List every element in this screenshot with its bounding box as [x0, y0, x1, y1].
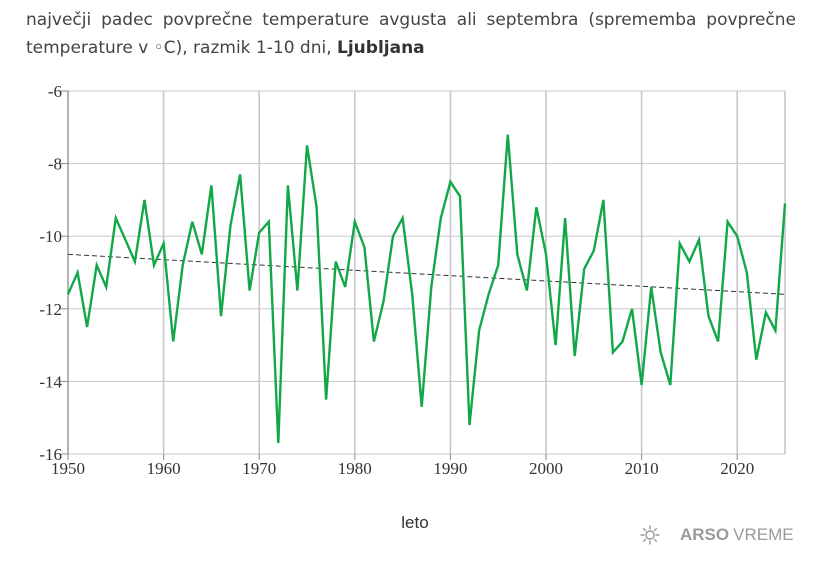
y-tick-label: -10 [39, 227, 62, 246]
y-tick-label: -6 [48, 82, 62, 101]
x-tick-label: 1980 [338, 459, 372, 478]
chart-title-text: največji padec povprečne temperature avg… [26, 10, 796, 58]
x-tick-label: 1960 [147, 459, 181, 478]
series-layer [66, 134, 787, 444]
x-tick-label: 1970 [242, 459, 276, 478]
location-name: Ljubljana [337, 38, 425, 58]
brand-logo: ARSO VREME [640, 523, 794, 547]
y-tick-label: -16 [39, 445, 62, 464]
y-tick-label: -8 [48, 155, 62, 174]
x-tick-label: 2020 [720, 459, 754, 478]
x-axis-label: leto [401, 513, 428, 532]
weather-sun-icon [640, 525, 660, 545]
x-tick-label: 2010 [625, 459, 659, 478]
y-tick-label: -12 [39, 300, 62, 319]
chart-title: največji padec povprečne temperature avg… [26, 6, 796, 62]
brand-name-bold: ARSO [680, 525, 730, 544]
series-line [66, 134, 787, 444]
axes [60, 90, 786, 460]
brand-name-light: VREME [733, 525, 794, 544]
x-tick-label: 2000 [529, 459, 563, 478]
x-tick-label: 1990 [433, 459, 467, 478]
y-tick-label: -14 [39, 372, 62, 391]
x-tick-label: 1950 [51, 459, 85, 478]
